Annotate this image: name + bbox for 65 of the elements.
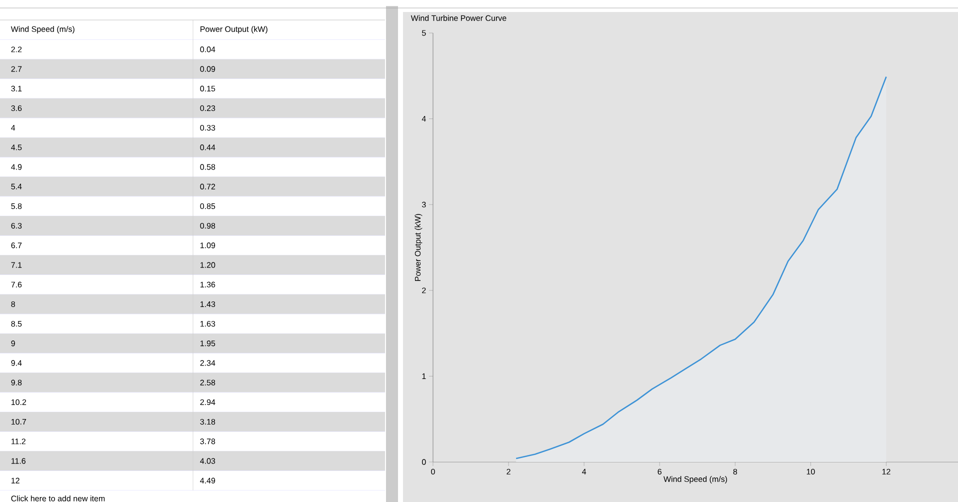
chart-title: Wind Turbine Power Curve (410, 15, 506, 21)
y-tick-label: 3 (422, 202, 426, 208)
y-axis-title: Power Output (kW) (414, 214, 422, 281)
x-tick-label: 6 (658, 468, 662, 475)
x-tick-label: 0 (431, 468, 435, 475)
text: 0.09 (200, 66, 216, 72)
text: 10.2 (11, 399, 26, 406)
text: 10.7 (11, 418, 26, 425)
text: 2.7 (11, 66, 22, 72)
text: 0.15 (200, 86, 216, 92)
text: 1.20 (200, 262, 216, 268)
text: 7.1 (11, 262, 22, 268)
text: 0.72 (200, 184, 216, 190)
text: 0.85 (200, 203, 216, 210)
text: 0.33 (200, 124, 216, 131)
text: 5.4 (11, 184, 22, 190)
text: 4.49 (200, 478, 216, 484)
text: 0.04 (200, 46, 216, 52)
text: 0.44 (200, 144, 216, 150)
y-tick-label: 0 (422, 459, 426, 465)
text: Power Output (kW) (200, 26, 268, 34)
x-axis-title: Wind Speed (m/s) (664, 476, 727, 484)
text: 9.8 (11, 380, 22, 386)
text: 2.58 (200, 380, 216, 386)
text: 1.36 (200, 282, 216, 288)
text: 1.09 (200, 242, 216, 248)
text: 2.94 (200, 399, 216, 406)
text: 1.63 (200, 320, 216, 327)
text: 4 (11, 125, 16, 131)
text: 2.2 (11, 46, 22, 52)
y-tick-label: 1 (422, 373, 426, 379)
text: 1.95 (200, 340, 216, 346)
text: 0.98 (200, 222, 216, 229)
text: 7.6 (11, 282, 22, 288)
text: 12 (11, 478, 20, 484)
text: 11.2 (11, 438, 26, 444)
text: 11.6 (11, 458, 26, 464)
text: 4.9 (11, 164, 22, 170)
text: 8.5 (11, 320, 22, 327)
text: 6.7 (11, 242, 22, 248)
text: Click here to add new item (11, 495, 105, 502)
y-tick-label: 5 (422, 30, 426, 36)
text: 2.34 (200, 360, 216, 366)
text: Wind Speed (m/s) (10, 26, 74, 34)
text: 4.03 (200, 458, 216, 464)
text: 3.6 (11, 105, 22, 112)
text: 0.58 (200, 164, 216, 170)
x-tick-label: 12 (882, 468, 890, 474)
text: 9 (11, 340, 15, 346)
x-tick-label: 8 (733, 468, 738, 475)
text: 0.23 (200, 105, 216, 112)
x-tick-label: 2 (506, 468, 510, 474)
text: 1.43 (200, 301, 216, 308)
text: 3.78 (200, 438, 216, 444)
text: 9.4 (11, 360, 22, 366)
text: 4.5 (11, 144, 22, 150)
y-tick-label: 4 (422, 116, 426, 122)
x-tick-label: 4 (582, 468, 586, 474)
x-tick-label: 10 (806, 468, 815, 475)
text: 5.8 (11, 203, 22, 210)
text: 8 (11, 301, 15, 308)
text: 6.3 (11, 222, 22, 229)
text: 3.18 (200, 418, 216, 425)
text: 3.1 (11, 86, 22, 92)
y-tick-label: 2 (422, 288, 426, 294)
